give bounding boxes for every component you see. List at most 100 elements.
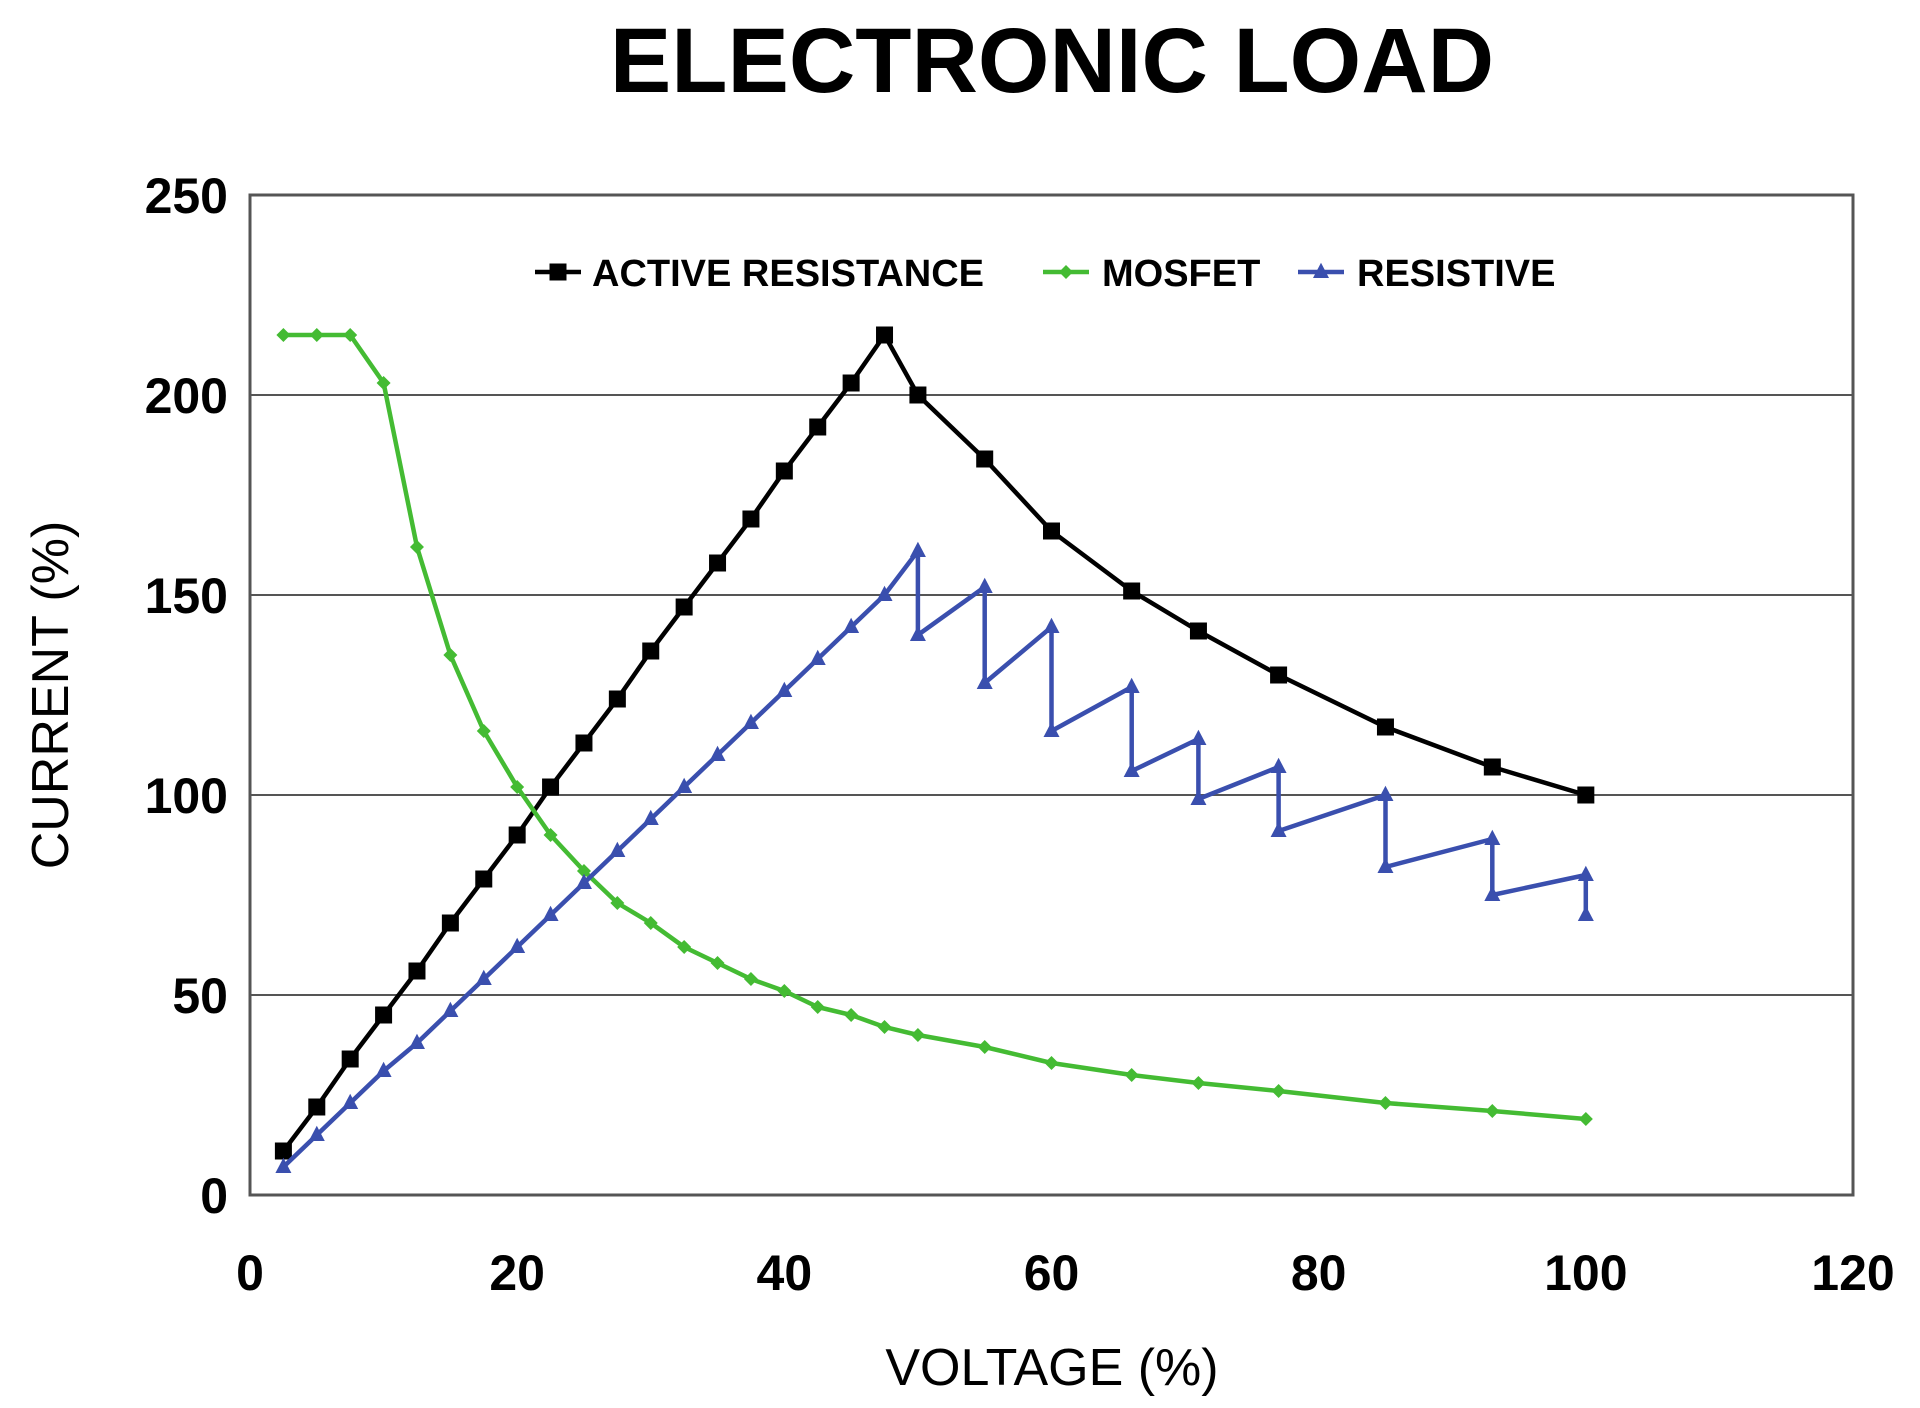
chart-title: ELECTRONIC LOAD — [610, 10, 1494, 112]
y-tick-label: 250 — [145, 168, 228, 224]
data-point-mosfet — [910, 1028, 925, 1042]
data-point-active-resistance — [775, 462, 793, 480]
data-point-mosfet — [1578, 1112, 1593, 1126]
data-point-active-resistance — [1123, 582, 1141, 600]
data-point-mosfet — [1378, 1096, 1393, 1110]
data-point-resistive — [408, 1033, 425, 1049]
data-point-mosfet — [476, 724, 491, 738]
data-point-active-resistance — [842, 374, 860, 392]
legend-label: MOSFET — [1102, 253, 1260, 295]
data-point-active-resistance — [1270, 666, 1288, 684]
x-axis-ticks: 0 20 40 60 80 100 120 — [236, 1245, 1895, 1301]
data-point-active-resistance — [274, 1142, 292, 1160]
data-point-resistive — [275, 1157, 292, 1173]
data-point-active-resistance — [1483, 758, 1501, 776]
data-point-resistive — [1043, 617, 1060, 633]
series-mosfet — [276, 328, 1593, 1126]
legend-marker — [1313, 262, 1329, 278]
series-layer — [274, 326, 1595, 1173]
data-point-resistive — [876, 585, 893, 601]
data-point-active-resistance — [1189, 622, 1207, 640]
data-point-active-resistance — [375, 1006, 393, 1024]
data-point-resistive — [909, 625, 926, 641]
data-point-active-resistance — [575, 734, 593, 752]
data-point-mosfet — [677, 940, 692, 954]
data-point-resistive — [809, 649, 826, 665]
data-point-active-resistance — [542, 778, 560, 796]
data-point-resistive — [342, 1093, 359, 1109]
series-line-mosfet — [281, 332, 1589, 1122]
data-point-resistive — [1377, 857, 1394, 873]
data-point-resistive — [509, 937, 526, 953]
data-point-active-resistance — [308, 1098, 326, 1116]
data-point-resistive — [1270, 757, 1287, 773]
y-axis-ticks: 0 50 100 150 200 250 — [145, 168, 228, 1224]
data-point-mosfet — [810, 1000, 825, 1014]
data-point-mosfet — [1485, 1104, 1500, 1118]
data-point-resistive — [375, 1061, 392, 1077]
legend-item-mosfet: MOSFET — [1043, 253, 1260, 295]
data-point-resistive — [1043, 721, 1060, 737]
data-point-mosfet — [409, 540, 424, 554]
data-point-resistive — [542, 905, 559, 921]
data-point-mosfet — [977, 1040, 992, 1054]
data-point-resistive — [976, 673, 993, 689]
data-point-active-resistance — [809, 418, 827, 436]
data-point-mosfet — [510, 780, 525, 794]
data-point-resistive — [1123, 761, 1140, 777]
data-point-resistive — [1123, 677, 1140, 693]
data-point-resistive — [742, 713, 759, 729]
data-point-resistive — [308, 1125, 325, 1141]
data-point-resistive — [776, 681, 793, 697]
data-point-active-resistance — [608, 690, 626, 708]
legend-label: ACTIVE RESISTANCE — [592, 253, 984, 295]
data-point-mosfet — [777, 984, 792, 998]
x-tick-label: 60 — [1024, 1245, 1080, 1301]
data-point-resistive — [1190, 729, 1207, 745]
y-tick-label: 50 — [172, 968, 228, 1024]
data-point-resistive — [1484, 885, 1501, 901]
data-point-active-resistance — [1577, 786, 1595, 804]
data-point-resistive — [1577, 905, 1594, 921]
data-point-mosfet — [1271, 1084, 1286, 1098]
data-point-active-resistance — [976, 450, 994, 468]
series-resistive — [275, 541, 1594, 1173]
data-point-mosfet — [376, 376, 391, 390]
y-tick-label: 100 — [145, 768, 228, 824]
y-tick-label: 150 — [145, 568, 228, 624]
data-point-mosfet — [309, 328, 324, 342]
data-point-active-resistance — [642, 642, 660, 660]
data-point-active-resistance — [675, 598, 693, 616]
data-point-active-resistance — [475, 870, 493, 888]
plot-frame — [248, 193, 1855, 1197]
x-tick-label: 40 — [757, 1245, 813, 1301]
data-point-resistive — [1190, 789, 1207, 805]
data-point-resistive — [976, 577, 993, 593]
data-point-active-resistance — [441, 914, 459, 932]
data-point-resistive — [1577, 865, 1594, 881]
legend-item-active-resistance: ACTIVE RESISTANCE — [535, 253, 984, 295]
data-point-mosfet — [1191, 1076, 1206, 1090]
data-point-resistive — [1377, 785, 1394, 801]
data-point-resistive — [676, 777, 693, 793]
data-point-mosfet — [576, 864, 591, 878]
data-point-resistive — [609, 841, 626, 857]
data-point-active-resistance — [1376, 718, 1394, 736]
data-point-resistive — [909, 541, 926, 557]
x-axis-title: VOLTAGE (%) — [885, 1339, 1218, 1397]
data-point-resistive — [642, 809, 659, 825]
data-point-resistive — [709, 745, 726, 761]
data-point-mosfet — [877, 1020, 892, 1034]
data-point-active-resistance — [408, 962, 426, 980]
data-point-active-resistance — [742, 510, 760, 528]
x-tick-label: 80 — [1291, 1245, 1347, 1301]
data-point-mosfet — [1044, 1056, 1059, 1070]
data-point-mosfet — [710, 956, 725, 970]
data-point-active-resistance — [909, 386, 927, 404]
data-point-active-resistance — [508, 826, 526, 844]
data-point-resistive — [442, 1001, 459, 1017]
data-point-mosfet — [743, 972, 758, 986]
legend-marker — [549, 263, 567, 281]
